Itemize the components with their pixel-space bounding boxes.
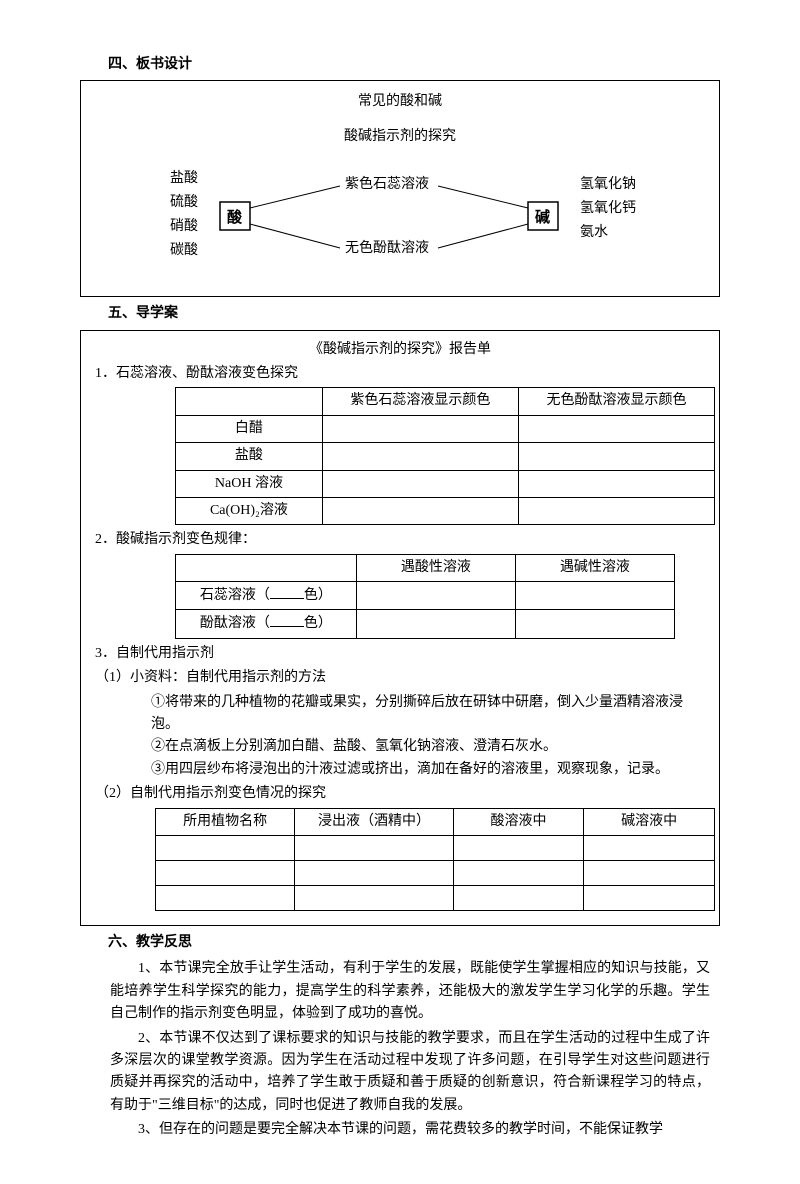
t1-h0 — [176, 388, 323, 415]
reflection-block: 1、本节课完全放手让学生活动，有利于学生的发展，既能使学生掌握相应的知识与技能，… — [80, 958, 720, 1141]
acid-base-diagram: 盐酸 硫酸 硝酸 碳酸 酸 紫色石蕊溶液 无色酚酞溶液 碱 氢氧化钠 氢氧化钙 … — [120, 156, 680, 276]
reflect-p3: 3、但存在的问题是要完全解决本节课的问题，需花费较多的教学时间，不能保证教学 — [110, 1119, 710, 1141]
t2-h2: 遇碱性溶液 — [515, 554, 674, 581]
q3-title: 3．自制代用指示剂 — [95, 643, 705, 665]
base-1: 氢氧化钠 — [580, 176, 636, 192]
t2-h0 — [176, 554, 357, 581]
t1-r2: 盐酸 — [176, 443, 323, 470]
t1-c — [322, 470, 518, 497]
t3-c — [156, 860, 295, 885]
t3-c — [584, 835, 715, 860]
acid-1: 盐酸 — [170, 170, 198, 186]
diagram-title-1: 常见的酸和碱 — [101, 91, 699, 113]
q1-title: 1．石蕊溶液、酚酞溶液变色探究 — [95, 363, 705, 385]
acid-3: 硝酸 — [170, 218, 198, 234]
t3-c — [453, 835, 584, 860]
t2-c — [356, 582, 515, 610]
q3-sub2: （2）自制代用指示剂变色情况的探究 — [95, 783, 705, 805]
table-3: 所用植物名称 浸出液（酒精中） 酸溶液中 碱溶液中 — [155, 808, 715, 911]
diagram-title-2: 酸碱指示剂的探究 — [101, 126, 699, 148]
q3-step3: ③用四层纱布将浸泡出的汁液过滤或挤出，滴加在备好的溶液里，观察现象，记录。 — [95, 759, 705, 781]
t2-h1: 遇酸性溶液 — [356, 554, 515, 581]
indicator-2: 无色酚酞溶液 — [345, 239, 429, 256]
t3-c — [295, 860, 453, 885]
t1-c — [518, 443, 714, 470]
t2-r1: 石蕊溶液（色） — [176, 582, 357, 610]
study-guide-box: 《酸碱指示剂的探究》报告单 1．石蕊溶液、酚酞溶液变色探究 紫色石蕊溶液显示颜色… — [80, 330, 720, 926]
t2-c — [515, 582, 674, 610]
table-2: 遇酸性溶液 遇碱性溶液 石蕊溶液（色） 酚酞溶液（色） — [175, 554, 675, 639]
t1-h2: 无色酚酞溶液显示颜色 — [518, 388, 714, 415]
section-4-title: 四、板书设计 — [80, 54, 720, 76]
base-box-label: 碱 — [535, 208, 550, 226]
reflect-p1: 1、本节课完全放手让学生活动，有利于学生的发展，既能使学生掌握相应的知识与技能，… — [110, 958, 710, 1025]
t3-c — [295, 835, 453, 860]
t2-r2: 酚酞溶液（色） — [176, 610, 357, 638]
blank-fill[interactable] — [270, 612, 304, 627]
t1-c — [518, 470, 714, 497]
t1-c — [518, 497, 714, 524]
acid-2: 硫酸 — [170, 194, 198, 210]
t3-h0: 所用植物名称 — [156, 808, 295, 835]
t3-c — [453, 860, 584, 885]
t1-c — [322, 443, 518, 470]
t3-c — [295, 885, 453, 910]
blank-fill[interactable] — [270, 584, 304, 599]
section-5-title: 五、导学案 — [80, 303, 720, 325]
t3-h2: 酸溶液中 — [453, 808, 584, 835]
base-3: 氨水 — [580, 224, 608, 240]
report-title: 《酸碱指示剂的探究》报告单 — [95, 339, 705, 361]
t1-h1: 紫色石蕊溶液显示颜色 — [322, 388, 518, 415]
t3-c — [453, 885, 584, 910]
t3-c — [156, 835, 295, 860]
q2-title: 2．酸碱指示剂变色规律： — [95, 529, 705, 551]
t1-r1: 白醋 — [176, 415, 323, 442]
t1-r3: NaOH 溶液 — [176, 470, 323, 497]
t3-c — [584, 885, 715, 910]
q3-step2: ②在点滴板上分别滴加白醋、盐酸、氢氧化钠溶液、澄清石灰水。 — [95, 736, 705, 758]
board-design-box: 常见的酸和碱 酸碱指示剂的探究 盐酸 硫酸 硝酸 碳酸 酸 紫色石蕊溶液 无色酚… — [80, 80, 720, 297]
acid-box-label: 酸 — [227, 208, 243, 226]
acid-4: 碳酸 — [170, 242, 198, 258]
t1-r4: Ca(OH)₂溶液 — [176, 497, 323, 524]
t3-c — [584, 860, 715, 885]
t2-c — [515, 610, 674, 638]
t1-c — [322, 497, 518, 524]
base-2: 氢氧化钙 — [580, 200, 636, 216]
indicator-1: 紫色石蕊溶液 — [345, 175, 429, 192]
reflect-p2: 2、本节课不仅达到了课标要求的知识与技能的教学要求，而且在学生活动的过程中生成了… — [110, 1028, 710, 1118]
t1-c — [518, 415, 714, 442]
t1-c — [322, 415, 518, 442]
q3-step1: ①将带来的几种植物的花瓣或果实，分别撕碎后放在研钵中研磨，倒入少量酒精溶液浸泡。 — [95, 692, 705, 737]
t3-h3: 碱溶液中 — [584, 808, 715, 835]
q3-sub1: （1）小资料：自制代用指示剂的方法 — [95, 667, 705, 689]
t3-c — [156, 885, 295, 910]
t2-c — [356, 610, 515, 638]
t3-h1: 浸出液（酒精中） — [295, 808, 453, 835]
section-6-title: 六、教学反思 — [80, 932, 720, 954]
table-1: 紫色石蕊溶液显示颜色 无色酚酞溶液显示颜色 白醋 盐酸 NaOH 溶液 Ca(O… — [175, 387, 715, 525]
